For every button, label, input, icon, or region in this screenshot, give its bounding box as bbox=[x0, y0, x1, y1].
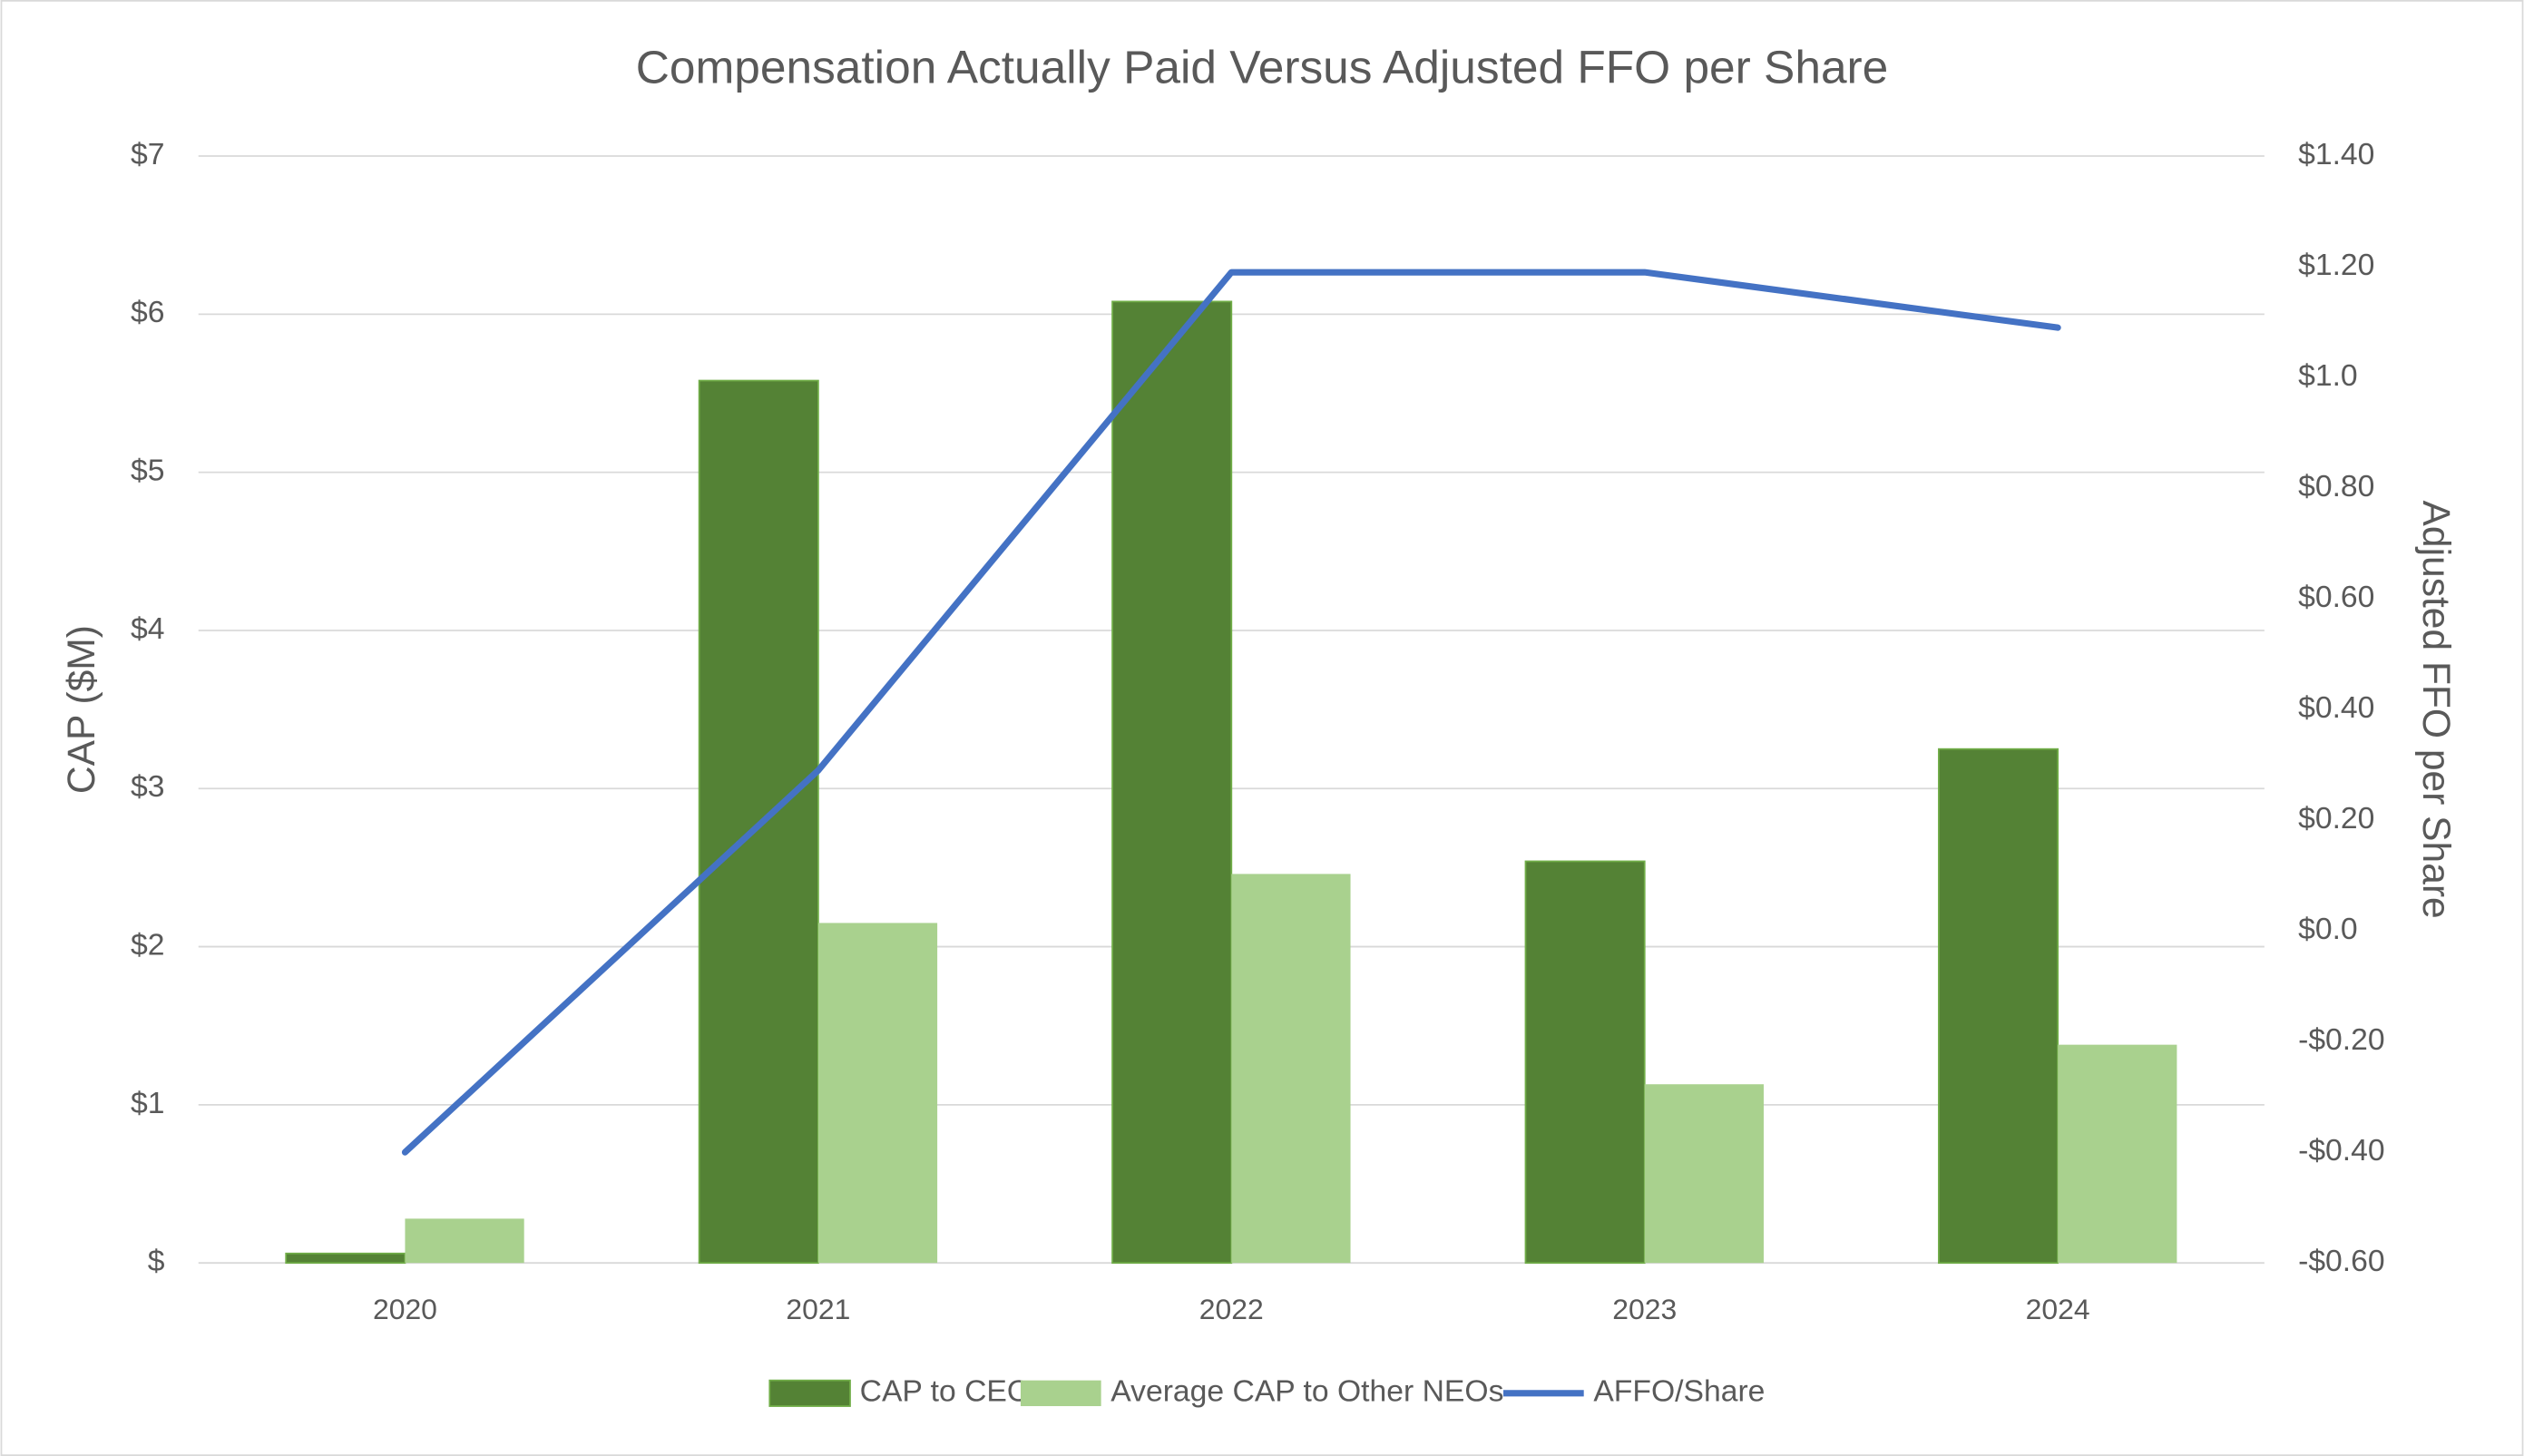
y-tick-label: $1 bbox=[131, 1087, 164, 1120]
x-tick-label: 2020 bbox=[373, 1293, 437, 1325]
bar bbox=[1231, 874, 1351, 1264]
chart-title: Compensation Actually Paid Versus Adjust… bbox=[636, 41, 1889, 93]
y2-tick-label: $0.80 bbox=[2298, 470, 2374, 503]
y2-tick-label: -$0.60 bbox=[2298, 1245, 2385, 1278]
line bbox=[401, 269, 2061, 1156]
y2-tick-label: $0.40 bbox=[2298, 691, 2374, 725]
bar bbox=[285, 1252, 406, 1265]
bar bbox=[1644, 1084, 1764, 1264]
bar bbox=[817, 923, 938, 1264]
y2-tick-label: $0.60 bbox=[2298, 581, 2374, 614]
y-tick-label: $2 bbox=[131, 928, 164, 962]
bar bbox=[1111, 300, 1233, 1265]
x-tick-label: 2024 bbox=[2026, 1293, 2090, 1325]
bar bbox=[1938, 748, 2059, 1265]
x-tick-label: 2021 bbox=[786, 1293, 850, 1325]
y2-tick-label: $1.40 bbox=[2298, 138, 2374, 171]
y-axis-label: CAP ($M) bbox=[60, 625, 103, 794]
bar bbox=[2058, 1044, 2177, 1264]
legend-swatch bbox=[1020, 1380, 1101, 1407]
y2-tick-label: $0.0 bbox=[2298, 913, 2358, 946]
y-tick-label: $7 bbox=[131, 138, 164, 171]
bar bbox=[405, 1218, 524, 1264]
y2-tick-label: $0.20 bbox=[2298, 802, 2374, 835]
y2-tick-label: -$0.20 bbox=[2298, 1023, 2385, 1057]
y2-tick-label: -$0.40 bbox=[2298, 1134, 2385, 1168]
y-tick-label: $6 bbox=[131, 296, 164, 329]
legend-label: AFFO/Share bbox=[1593, 1375, 1765, 1409]
y2-tick-label: $1.0 bbox=[2298, 359, 2358, 393]
y2-axis-label: Adjusted FFO per Share bbox=[2414, 501, 2458, 919]
legend-swatch bbox=[768, 1379, 851, 1407]
y2-tick-label: $1.20 bbox=[2298, 249, 2374, 282]
y-tick-label: $5 bbox=[131, 454, 164, 488]
x-tick-label: 2022 bbox=[1199, 1293, 1264, 1325]
legend-label: Average CAP to Other NEOs bbox=[1110, 1375, 1503, 1409]
bar bbox=[1524, 860, 1646, 1265]
y-tick-label: $4 bbox=[131, 612, 164, 646]
y-tick-label: $3 bbox=[131, 770, 164, 804]
legend-label: CAP to CEO bbox=[860, 1375, 1031, 1409]
x-tick-label: 2023 bbox=[1612, 1293, 1677, 1325]
y-tick-label: $ bbox=[148, 1245, 165, 1278]
